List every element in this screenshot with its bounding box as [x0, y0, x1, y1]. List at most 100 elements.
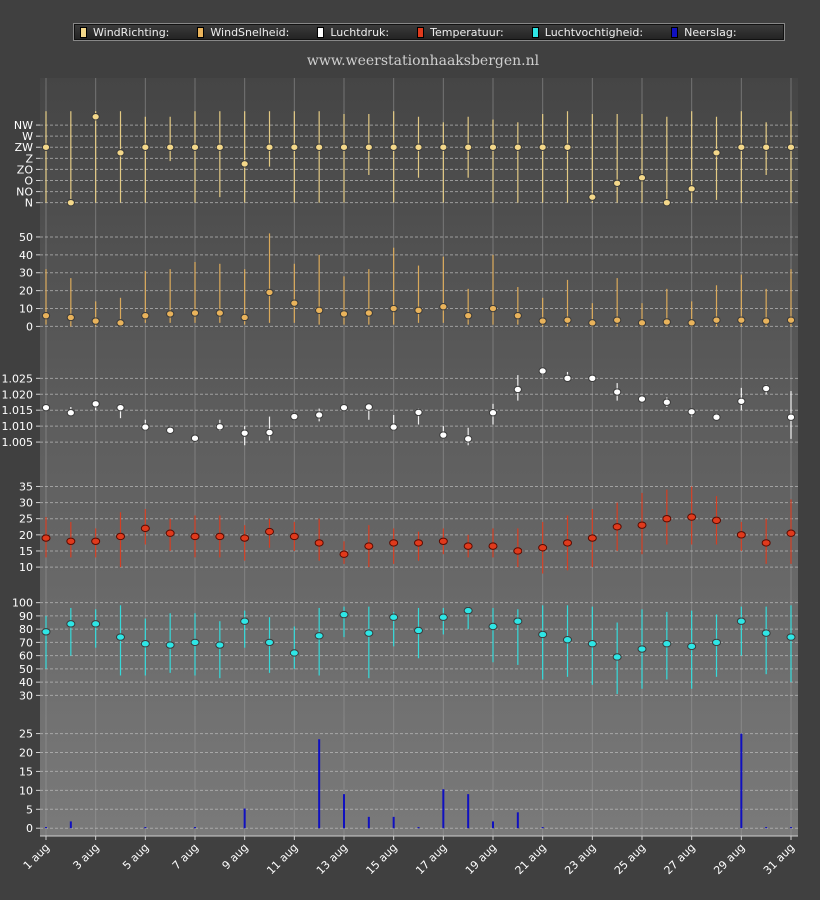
humidity-point	[364, 629, 374, 637]
wind_speed-point	[737, 316, 746, 324]
y-tick-label: 35	[19, 480, 33, 493]
y-tick-label: 20	[19, 529, 33, 542]
y-tick-label: 1.005	[2, 436, 34, 449]
humidity-point	[488, 622, 498, 631]
humidity-point	[165, 641, 175, 649]
precipitation-bar	[417, 827, 420, 829]
x-tick-label: 17 aug	[413, 841, 449, 877]
wind_speed-point	[613, 316, 622, 324]
y-tick-label: NO	[16, 186, 33, 199]
wind_direction-point	[215, 143, 224, 151]
precipitation-bar	[392, 816, 395, 829]
wind_speed-point	[588, 319, 597, 327]
y-tick-label: 90	[19, 610, 33, 623]
pressure-point	[290, 412, 299, 421]
y-tick-label: 100	[12, 597, 33, 610]
precipitation-bar	[45, 827, 47, 829]
legend-item: Neerslag:	[671, 26, 737, 39]
pressure-point	[339, 403, 349, 412]
wind_speed-point	[190, 309, 200, 317]
pressure-point	[687, 408, 696, 416]
wind_speed-point	[439, 303, 448, 311]
wind_speed-point	[116, 319, 125, 327]
y-tick-label: 1.025	[2, 372, 34, 385]
x-tick-label: 1 aug	[21, 841, 52, 872]
plot-area	[40, 78, 798, 836]
temperature-point	[463, 542, 473, 550]
pressure-point	[66, 409, 75, 417]
humidity-point	[414, 626, 423, 635]
pressure-point	[488, 409, 498, 417]
x-tick-label: 3 aug	[71, 841, 102, 872]
legend-swatch	[417, 26, 425, 38]
wind_speed-point	[464, 311, 473, 320]
pressure-point	[762, 384, 771, 393]
y-tick-label: 50	[19, 663, 33, 676]
temperature-point	[538, 544, 548, 552]
wind_direction-point	[315, 143, 324, 151]
temperature-point	[736, 531, 746, 539]
wind_direction-point	[166, 143, 175, 151]
x-tick-label: 29 aug	[711, 841, 747, 877]
temperature-point	[563, 539, 572, 547]
legend-item: Temperatuur:	[417, 26, 504, 39]
wind_direction-point	[190, 143, 200, 151]
wind_direction-point	[265, 143, 274, 151]
wind_direction-point	[116, 149, 125, 157]
precipitation-bar	[492, 821, 494, 829]
humidity-point	[513, 617, 523, 625]
wind_speed-point	[538, 317, 547, 325]
pressure-point	[166, 426, 175, 434]
wind_direction-point	[91, 113, 100, 121]
temperature-point	[190, 532, 200, 541]
y-tick-label: 30	[19, 689, 33, 702]
y-tick-label: 5	[26, 803, 33, 816]
wind_direction-point	[439, 143, 448, 151]
humidity-point	[712, 638, 721, 647]
wind_speed-point	[637, 319, 647, 327]
humidity-point	[389, 613, 399, 621]
temperature-point	[91, 537, 101, 545]
wind_direction-point	[488, 143, 498, 151]
pressure-point	[662, 398, 671, 406]
legend-swatch	[197, 26, 205, 38]
x-tick-label: 25 aug	[612, 841, 648, 877]
legend-item: Luchtdruk:	[317, 26, 389, 39]
temperature-point	[66, 537, 76, 545]
pressure-point	[41, 403, 51, 412]
wind_direction-point	[290, 143, 299, 151]
wind_direction-point	[538, 143, 547, 151]
temperature-point	[761, 539, 771, 547]
humidity-point	[289, 649, 299, 657]
y-tick-label: 40	[19, 249, 33, 262]
temperature-point	[637, 521, 647, 529]
pressure-point	[116, 403, 125, 412]
legend-item: Luchtvochtigheid:	[531, 26, 643, 39]
humidity-point	[66, 620, 76, 628]
legend-label: Luchtdruk:	[330, 25, 390, 39]
temperature-point	[712, 516, 721, 525]
wind_direction-point	[687, 185, 696, 193]
y-tick-label: 10	[19, 784, 33, 797]
wind_speed-point	[141, 311, 150, 320]
humidity-point	[662, 640, 672, 648]
pressure-point	[786, 413, 796, 421]
wind_direction-point	[41, 143, 51, 151]
humidity-point	[438, 613, 448, 621]
precipitation-bar	[367, 816, 370, 829]
wind_speed-point	[91, 317, 100, 325]
humidity-point	[587, 640, 597, 648]
temperature-point	[140, 524, 150, 533]
wind_direction-point	[389, 143, 398, 151]
pressure-point	[712, 413, 721, 421]
temperature-point	[786, 529, 796, 537]
temperature-point	[240, 534, 250, 542]
humidity-point	[612, 653, 622, 661]
humidity-point	[761, 629, 771, 637]
precipitation-bar	[243, 808, 246, 829]
humidity-point	[116, 633, 125, 641]
humidity-point	[265, 638, 274, 647]
precipitation-bar	[790, 827, 792, 829]
temperature-point	[687, 513, 697, 521]
